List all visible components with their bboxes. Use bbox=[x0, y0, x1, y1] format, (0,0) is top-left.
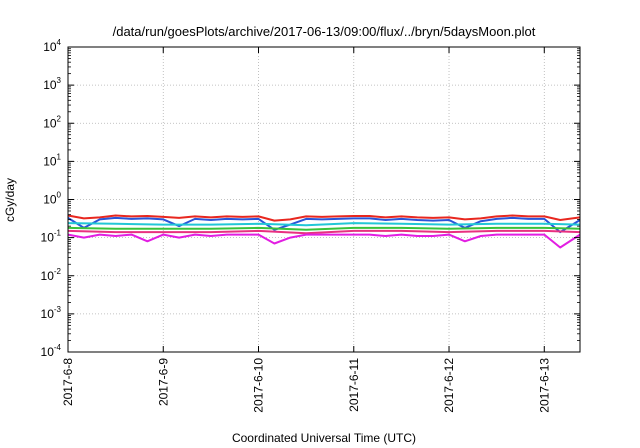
y-tick-label: 102 bbox=[43, 114, 61, 130]
x-tick-label: 2017-6-11 bbox=[347, 358, 361, 412]
x-tick-label: 2017-6-12 bbox=[442, 358, 456, 413]
series-line-1 bbox=[67, 214, 581, 222]
series-line-5 bbox=[67, 229, 581, 235]
y-tick-label: 104 bbox=[43, 38, 61, 54]
y-tick-label: 100 bbox=[43, 191, 61, 207]
x-tick-labels: 2017-6-8 2017-6-9 2017-6-10 2017-6-11 2017-6… bbox=[61, 358, 551, 413]
series-group bbox=[67, 214, 581, 249]
series-line-3 bbox=[67, 222, 581, 227]
y-axis-label: cGy/day bbox=[3, 178, 17, 222]
x-tick-label: 2017-6-10 bbox=[252, 358, 266, 413]
y-tick-label: 10-2 bbox=[41, 267, 62, 283]
chart-title: /data/run/goesPlots/archive/2017-06-13/0… bbox=[113, 24, 536, 39]
series-line-2 bbox=[67, 216, 581, 234]
series-line-6 bbox=[67, 233, 581, 249]
y-tick-labels: 10-4 10-3 10-2 10-1 100 101 102 103 104 bbox=[41, 38, 62, 359]
x-axis-label: Coordinated Universal Time (UTC) bbox=[232, 431, 416, 445]
y-tick-label: 10-1 bbox=[41, 229, 62, 245]
y-tick-label: 10-3 bbox=[41, 305, 62, 321]
x-tick-label: 2017-6-13 bbox=[537, 358, 551, 413]
y-tick-label: 103 bbox=[43, 76, 61, 92]
gridlines bbox=[68, 47, 580, 352]
y-tick-label: 10-4 bbox=[41, 343, 62, 359]
x-tick-label: 2017-6-9 bbox=[156, 358, 170, 406]
y-tick-label: 101 bbox=[43, 152, 61, 168]
series-line-4 bbox=[67, 226, 581, 231]
x-tick-label: 2017-6-8 bbox=[61, 358, 75, 406]
ticks bbox=[67, 46, 580, 353]
